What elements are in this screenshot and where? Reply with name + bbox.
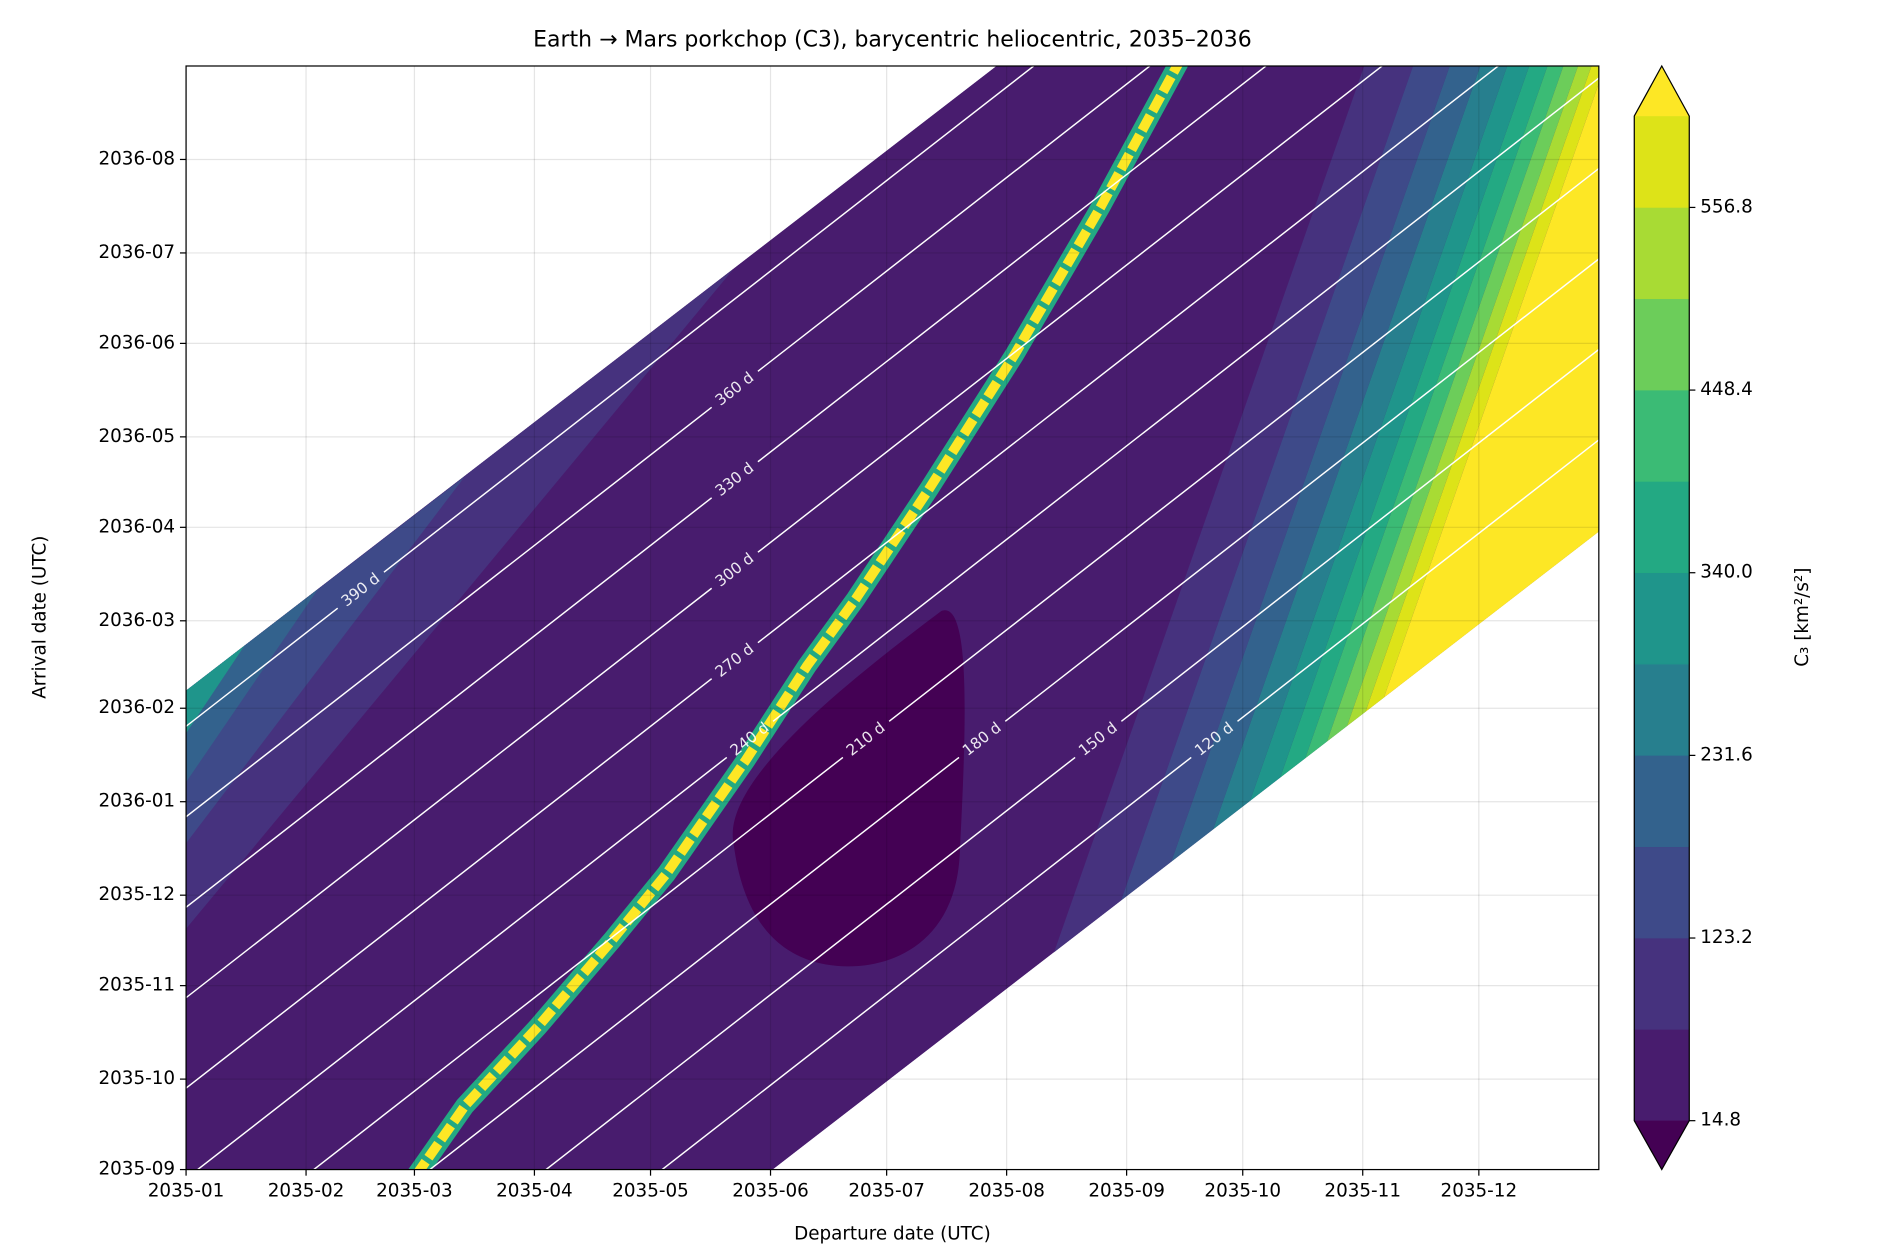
x-tick-label: 2035-11 [1324, 1181, 1401, 1202]
contour-band [186, 589, 319, 783]
colorbar-label: C₃ [km²/s²] [1792, 568, 1813, 667]
colorbar-tick-label: 448.4 [1700, 379, 1752, 400]
colorbar-over [1634, 65, 1690, 117]
y-tick-label: 2036-08 [98, 148, 175, 169]
plot-frame [185, 65, 1600, 1171]
tof-line [1237, 438, 1599, 722]
chart-title: Earth → Mars porkchop (C3), barycentric … [533, 27, 1252, 52]
tof-line [196, 756, 728, 1170]
x-tick-label: 2035-03 [376, 1181, 453, 1202]
x-tick-label: 2035-10 [1204, 1181, 1281, 1202]
y-tick-label: 2036-06 [98, 332, 175, 353]
tof-line [772, 77, 1599, 722]
tof-line [888, 167, 1599, 722]
tof-line [1120, 348, 1599, 722]
colorbar-bin [1633, 663, 1690, 756]
tof-line [428, 756, 960, 1170]
colorbar-bin [1633, 389, 1690, 482]
colorbar: 14.8 123.2 231.6 340.0 448.4 556.8 [1633, 64, 1753, 1171]
x-axis-label: Departure date (UTC) [794, 1223, 991, 1244]
colorbar-bin [1633, 755, 1690, 848]
tof-line [186, 497, 713, 909]
y-tick-label: 2036-05 [98, 426, 175, 447]
tof-line [186, 406, 713, 818]
y-axis-label: Arrival date (UTC) [30, 536, 51, 699]
colorbar-bin [1633, 298, 1690, 391]
tof-line [383, 65, 1035, 573]
colorbar-bin [1633, 846, 1690, 939]
tof-line [757, 65, 1384, 553]
y-tick-label: 2036-04 [98, 516, 175, 537]
axes: 2035-01 2035-02 2035-03 2035-04 2035-05 2035-… [98, 148, 1517, 1201]
tof-line [1004, 258, 1599, 722]
x-tick-label: 2035-04 [496, 1181, 573, 1202]
y-tick-label: 2036-02 [98, 697, 175, 718]
x-tick-label: 2035-07 [848, 1181, 925, 1202]
colorbar-tick-label: 231.6 [1700, 744, 1752, 765]
contour-band [732, 610, 965, 967]
tof-line [186, 678, 713, 1090]
colorbar-bin [1633, 115, 1690, 208]
tof-line [544, 756, 1076, 1170]
x-tick-label: 2035-05 [612, 1181, 689, 1202]
y-tick-label: 2035-10 [98, 1068, 175, 1089]
colorbar-tick-label: 556.8 [1700, 196, 1752, 217]
contour-band [186, 476, 465, 844]
y-tick-label: 2036-03 [98, 610, 175, 631]
colorbar-bin [1633, 937, 1690, 1030]
y-tick-label: 2036-07 [98, 242, 175, 263]
colorbar-bin [1633, 1029, 1690, 1121]
y-tick-label: 2035-09 [98, 1159, 175, 1180]
tof-line [660, 756, 1192, 1170]
colorbar-under [1634, 1120, 1690, 1170]
tof-line [186, 587, 713, 999]
colorbar-tick-label: 340.0 [1700, 562, 1752, 583]
x-tick-label: 2035-08 [968, 1181, 1045, 1202]
y-tick-label: 2036-01 [98, 791, 175, 812]
x-tick-label: 2035-01 [148, 1181, 225, 1202]
tof-line [312, 756, 844, 1170]
contour-band [411, 65, 1184, 1170]
colorbar-tick-label: 14.8 [1700, 1110, 1741, 1131]
colorbar-bin [1633, 481, 1690, 574]
contour-band [186, 268, 734, 929]
x-tick-label: 2035-12 [1441, 1181, 1518, 1202]
tof-line [757, 65, 1500, 644]
x-tick-label: 2035-09 [1088, 1181, 1165, 1202]
tof-line [757, 65, 1268, 463]
contour-band [977, 65, 1414, 1170]
x-tick-label: 2035-06 [732, 1181, 809, 1202]
colorbar-tick-label: 123.2 [1700, 927, 1752, 948]
y-tick-label: 2035-12 [98, 884, 175, 905]
contour-band [186, 65, 1599, 1170]
x-tick-label: 2035-02 [268, 1181, 345, 1202]
contour-band [186, 645, 245, 734]
colorbar-bin [1633, 572, 1690, 665]
y-tick-label: 2035-11 [98, 975, 175, 996]
colorbar-bin [1633, 207, 1690, 300]
